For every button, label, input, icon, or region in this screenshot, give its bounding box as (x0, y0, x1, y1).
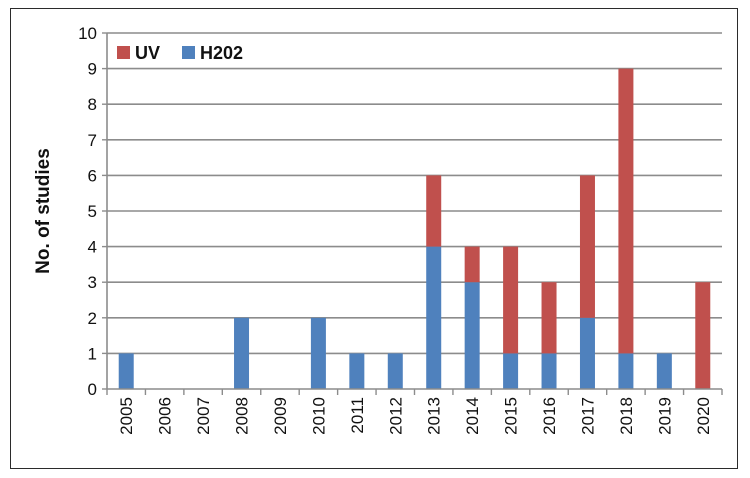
x-tick-label: 2020 (694, 397, 713, 435)
x-tick-label: 2013 (425, 397, 444, 435)
y-tick-label: 2 (88, 309, 97, 328)
bar-uv-2015 (503, 246, 519, 354)
x-tick-label: 2006 (156, 397, 175, 435)
bar-h202-2019 (656, 353, 672, 389)
x-tick-label: 2011 (348, 397, 367, 434)
bar-uv-2016 (541, 282, 557, 354)
legend-label-h202: H202 (200, 43, 243, 63)
x-tick-label: 2007 (194, 397, 213, 435)
y-tick-label: 10 (78, 24, 97, 43)
y-tick-label: 0 (88, 380, 97, 399)
y-tick-label: 1 (88, 344, 97, 363)
bar-uv-2014 (464, 246, 480, 283)
y-axis-label: No. of studies (33, 148, 54, 274)
x-tick-label: 2017 (578, 397, 597, 435)
bar-h202-2011 (349, 353, 365, 389)
x-tick-label: 2008 (233, 397, 252, 435)
y-tick-label: 9 (88, 60, 97, 79)
axes (102, 32, 723, 395)
bar-uv-2017 (579, 175, 595, 318)
bar-h202-2017 (579, 317, 595, 389)
bar-h202-2013 (426, 246, 442, 389)
legend-label-uv: UV (135, 43, 160, 63)
bar-h202-2012 (387, 353, 403, 389)
x-tick-label: 2014 (463, 397, 482, 435)
x-tick-label: 2019 (655, 397, 674, 435)
x-tick-label: 2005 (117, 397, 136, 435)
x-tick-label: 2009 (271, 397, 290, 435)
bar-h202-2014 (464, 282, 480, 389)
x-tick-labels: 2005 2006 2007 2008 2009 2010 2011 2012 2013 2014… (117, 397, 713, 435)
bar-h202-2018 (618, 353, 634, 389)
x-tick-label: 2012 (386, 397, 405, 435)
y-tick-labels: 0 1 2 3 4 5 6 7 8 9 10 (78, 24, 97, 399)
y-tick-label: 5 (88, 202, 97, 221)
bar-uv-2018 (618, 68, 634, 354)
x-tick-label: 2010 (309, 397, 328, 435)
y-tick-label: 3 (88, 273, 97, 292)
y-tick-label: 7 (88, 131, 97, 150)
bar-h202-2016 (541, 353, 557, 389)
bar-h202-2015 (503, 353, 519, 389)
x-tick-label: 2015 (502, 397, 521, 435)
y-tick-label: 4 (88, 238, 97, 257)
bars (118, 68, 711, 389)
bar-uv-2013 (426, 175, 442, 247)
x-tick-label: 2018 (617, 397, 636, 435)
bar-h202-2008 (234, 317, 250, 389)
chart-frame (10, 8, 738, 469)
legend: UV H202 (117, 43, 243, 63)
bar-h202-2010 (310, 317, 326, 389)
y-tick-label: 8 (88, 95, 97, 114)
bar-h202-2005 (118, 353, 134, 389)
legend-swatch-h202 (182, 46, 195, 59)
x-tick-label: 2016 (540, 397, 559, 435)
legend-swatch-uv (117, 46, 130, 59)
bar-uv-2020 (695, 282, 711, 389)
y-tick-label: 6 (88, 166, 97, 185)
